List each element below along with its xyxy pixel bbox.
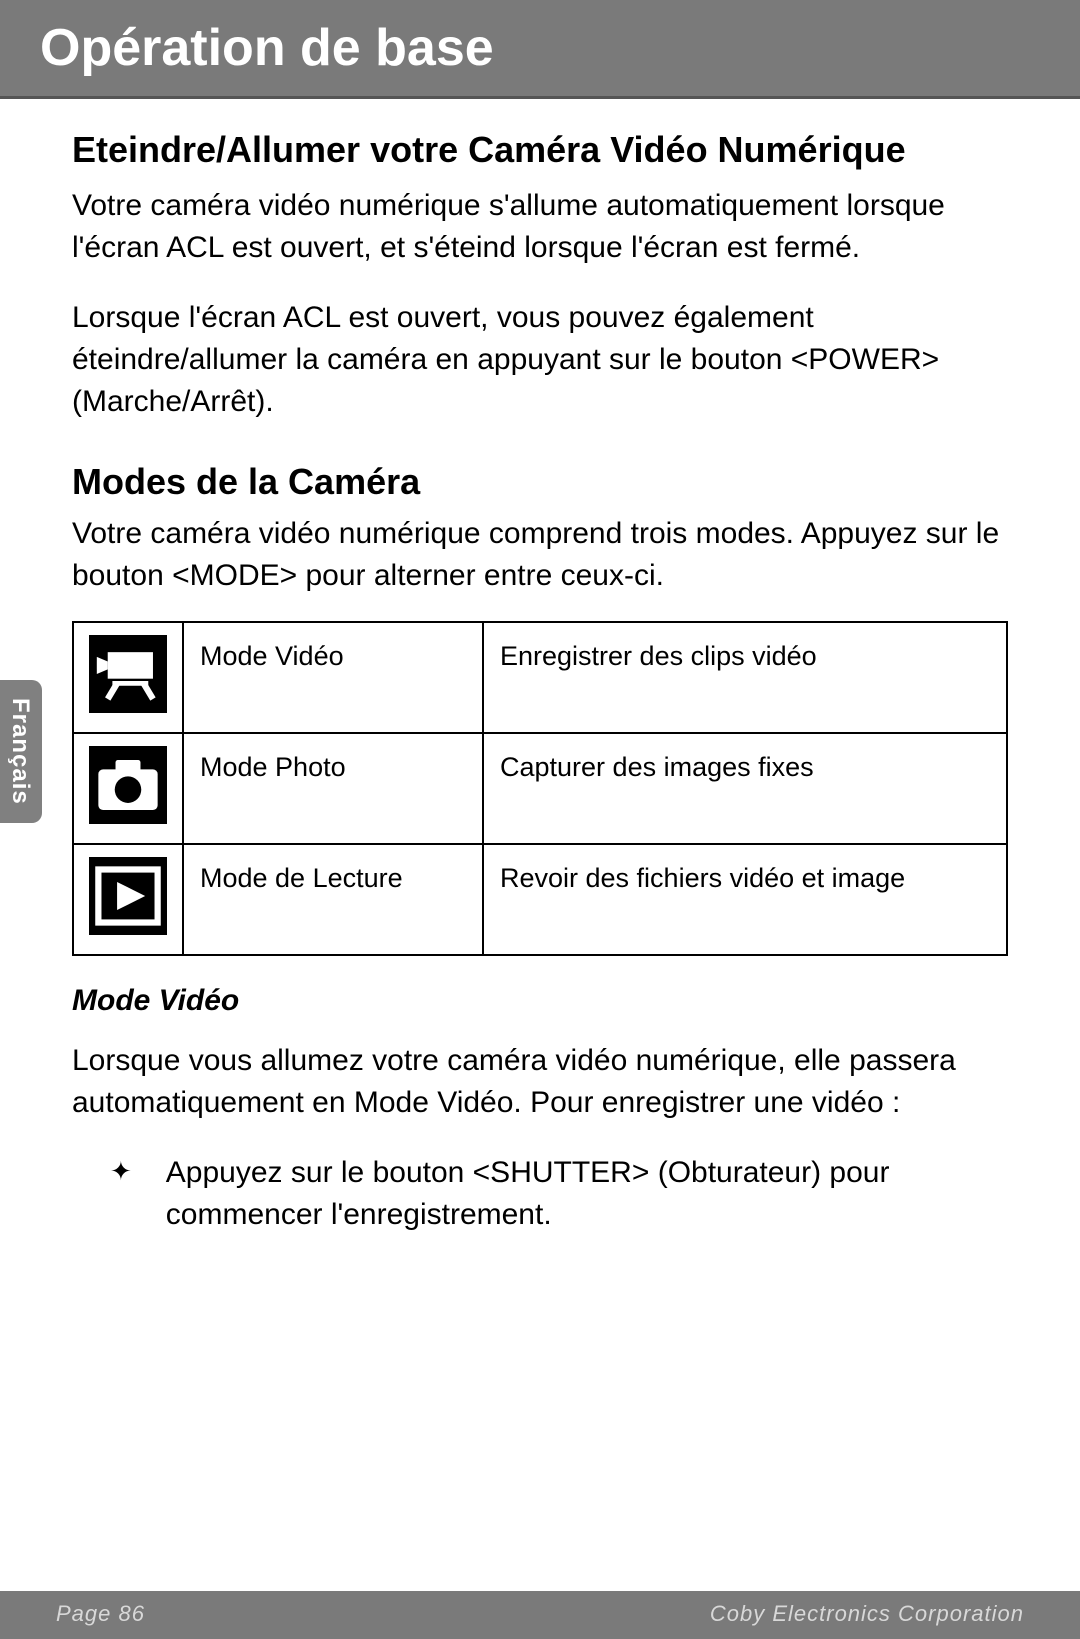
table-row: Mode Photo Capturer des images fixes xyxy=(73,733,1007,844)
diamond-bullet-icon: ✦ xyxy=(110,1156,132,1187)
video-mode-icon xyxy=(89,635,167,720)
mode-desc: Capturer des images fixes xyxy=(483,733,1007,844)
mode-name: Mode Photo xyxy=(183,733,483,844)
page-number: Page 86 xyxy=(56,1601,145,1627)
icon-cell xyxy=(73,733,183,844)
modes-intro: Votre caméra vidéo numérique comprend tr… xyxy=(72,513,1008,597)
power-paragraph-1: Votre caméra vidéo numérique s'allume au… xyxy=(72,185,1008,269)
table-row: Mode Vidéo Enregistrer des clips vidéo xyxy=(73,622,1007,733)
icon-cell xyxy=(73,844,183,955)
modes-table: Mode Vidéo Enregistrer des clips vidéo M… xyxy=(72,621,1008,956)
photo-mode-icon xyxy=(89,746,167,831)
main-content: Eteindre/Allumer votre Caméra Vidéo Numé… xyxy=(0,99,1080,1236)
mode-name: Mode Vidéo xyxy=(183,622,483,733)
sub-heading-video-mode: Mode Vidéo xyxy=(72,984,1008,1018)
mode-desc: Revoir des fichiers vidéo et image xyxy=(483,844,1007,955)
bullet-item: ✦ Appuyez sur le bouton <SHUTTER> (Obtur… xyxy=(72,1152,1008,1236)
video-mode-paragraph: Lorsque vous allumez votre caméra vidéo … xyxy=(72,1040,1008,1124)
page-title: Opération de base xyxy=(40,18,1040,78)
playback-mode-icon xyxy=(89,857,167,942)
mode-desc: Enregistrer des clips vidéo xyxy=(483,622,1007,733)
power-paragraph-2: Lorsque l'écran ACL est ouvert, vous pou… xyxy=(72,297,1008,423)
footer-company: Coby Electronics Corporation xyxy=(710,1601,1024,1627)
footer-bar: Page 86 Coby Electronics Corporation xyxy=(0,1591,1080,1639)
mode-name: Mode de Lecture xyxy=(183,844,483,955)
section-heading-modes: Modes de la Caméra xyxy=(72,461,1008,503)
section-heading-power: Eteindre/Allumer votre Caméra Vidéo Numé… xyxy=(72,129,1008,171)
language-tab: Français xyxy=(0,680,42,823)
table-row: Mode de Lecture Revoir des fichiers vidé… xyxy=(73,844,1007,955)
header-bar: Opération de base xyxy=(0,0,1080,99)
bullet-text: Appuyez sur le bouton <SHUTTER> (Obturat… xyxy=(166,1152,1008,1236)
icon-cell xyxy=(73,622,183,733)
